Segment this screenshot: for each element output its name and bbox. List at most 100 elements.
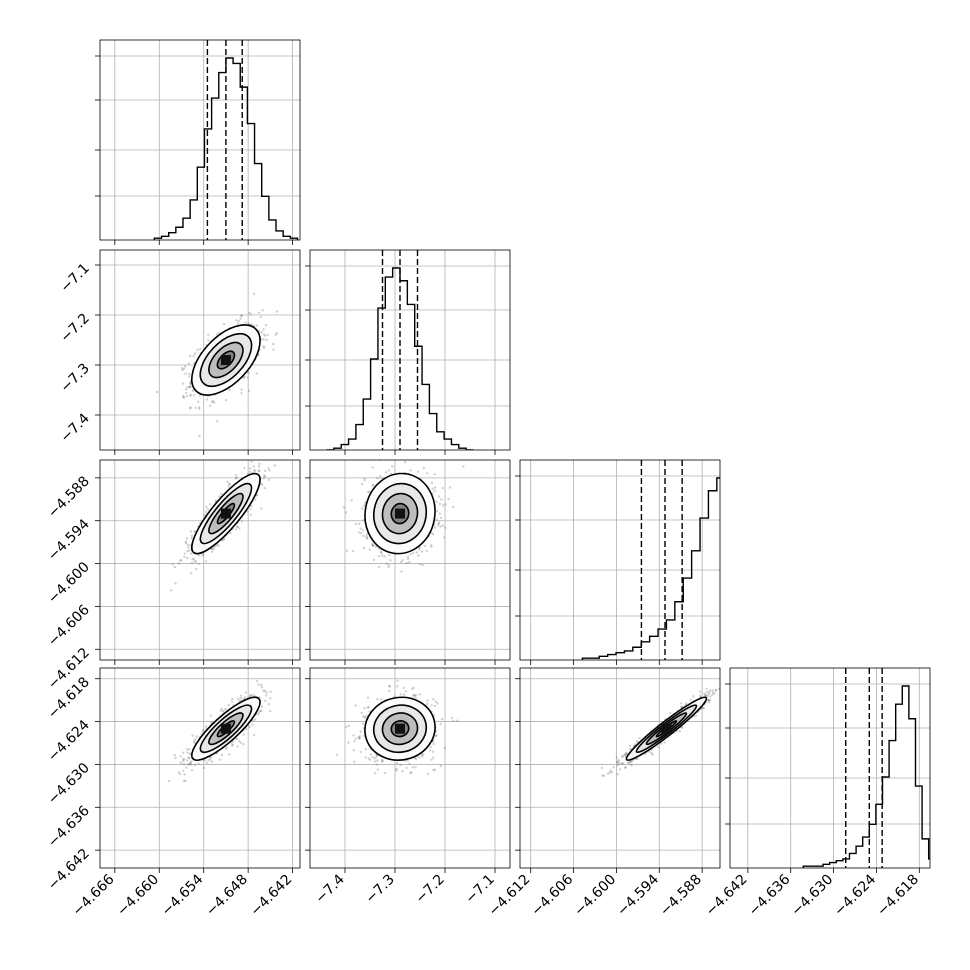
scatter-point	[252, 465, 256, 468]
density-contour	[372, 704, 428, 754]
scatter-point	[420, 550, 424, 553]
scatter-point	[279, 453, 281, 455]
scatter-point	[216, 420, 219, 423]
scatter-point	[405, 766, 408, 770]
scatter-point	[360, 711, 363, 715]
scatter-point	[189, 385, 192, 388]
scatter-point	[434, 700, 437, 703]
scatter-point	[444, 503, 447, 506]
scatter-point	[429, 544, 433, 547]
scatter-panel-2-0	[95, 453, 301, 665]
scatter-point	[621, 755, 624, 759]
scatter-point	[381, 759, 384, 763]
scatter-point	[264, 334, 267, 337]
scatter-point	[437, 522, 440, 525]
scatter-point	[362, 529, 365, 532]
scatter-point	[412, 693, 416, 697]
scatter-point	[364, 501, 367, 504]
scatter-point	[359, 527, 362, 530]
scatter-point	[226, 480, 229, 483]
scatter-point	[372, 544, 375, 548]
scatter-point	[423, 544, 427, 548]
scatter-point	[433, 526, 437, 529]
scatter-point	[250, 693, 253, 697]
scatter-point	[186, 556, 189, 560]
scatter-point	[182, 394, 185, 398]
scatter-point	[373, 760, 377, 763]
scatter-point	[242, 742, 245, 746]
scatter-point	[235, 319, 238, 322]
scatter-point	[364, 717, 367, 720]
panel-frame	[99, 249, 301, 451]
scatter-point	[264, 699, 267, 703]
scatter-point	[401, 770, 404, 773]
scatter-point	[190, 536, 193, 540]
scatter-point	[680, 705, 683, 708]
scatter-point	[411, 687, 414, 690]
scatter-point	[262, 328, 265, 331]
scatter-point	[265, 694, 268, 697]
scatter-point	[262, 477, 265, 480]
scatter-point	[679, 702, 683, 705]
scatter-point	[250, 460, 253, 463]
scatter-point	[238, 527, 241, 530]
scatter-point	[417, 554, 420, 557]
scatter-point	[201, 554, 204, 557]
scatter-point	[222, 538, 225, 541]
scatter-point	[376, 698, 379, 701]
scatter-point	[378, 474, 382, 478]
scatter-point	[227, 485, 230, 488]
scatter-point	[204, 560, 208, 563]
scatter-point	[221, 709, 225, 713]
scatter-point	[452, 719, 455, 722]
scatter-point	[258, 470, 261, 473]
scatter-point	[368, 758, 372, 761]
scatter-point	[414, 766, 417, 769]
scatter-point	[373, 757, 376, 760]
scatter-point	[248, 467, 252, 470]
scatter-point	[402, 693, 406, 696]
scatter-point	[441, 504, 445, 507]
scatter-point	[262, 333, 266, 336]
scatter-point	[353, 740, 356, 743]
scatter-point	[387, 565, 390, 569]
scatter-point	[244, 321, 247, 324]
scatter-point	[208, 503, 212, 506]
scatter-point	[244, 691, 248, 694]
scatter-point	[173, 565, 177, 569]
scatter-point	[188, 385, 192, 389]
scatter-point	[266, 333, 269, 337]
scatter-point	[257, 683, 260, 686]
scatter-point	[182, 367, 186, 371]
scatter-point	[439, 722, 442, 726]
scatter-point	[361, 722, 365, 725]
scatter-point	[430, 481, 434, 485]
histogram-step	[581, 477, 720, 660]
scatter-point	[235, 474, 238, 477]
scatter-point	[189, 752, 192, 755]
scatter-point	[269, 690, 272, 693]
panel-frame	[99, 667, 301, 869]
scatter-point	[187, 549, 190, 552]
scatter-point	[418, 563, 422, 566]
scatter-point	[234, 477, 237, 480]
scatter-point	[249, 470, 252, 474]
scatter-point	[184, 541, 188, 545]
scatter-point	[449, 486, 452, 489]
scatter-point	[202, 552, 205, 555]
scatter-point	[399, 693, 402, 696]
hist-panel-1-1	[305, 249, 511, 455]
scatter-point	[362, 518, 365, 522]
scatter-point	[185, 537, 189, 540]
scatter-point	[235, 476, 238, 479]
scatter-point	[187, 756, 190, 759]
scatter-point	[210, 400, 214, 404]
scatter-point	[462, 465, 465, 468]
scatter-point	[362, 715, 365, 718]
scatter-point	[197, 400, 200, 403]
scatter-point	[208, 404, 212, 407]
scatter-point	[443, 746, 446, 750]
scatter-point	[184, 391, 188, 395]
scatter-point	[182, 759, 185, 763]
scatter-point	[368, 548, 371, 551]
